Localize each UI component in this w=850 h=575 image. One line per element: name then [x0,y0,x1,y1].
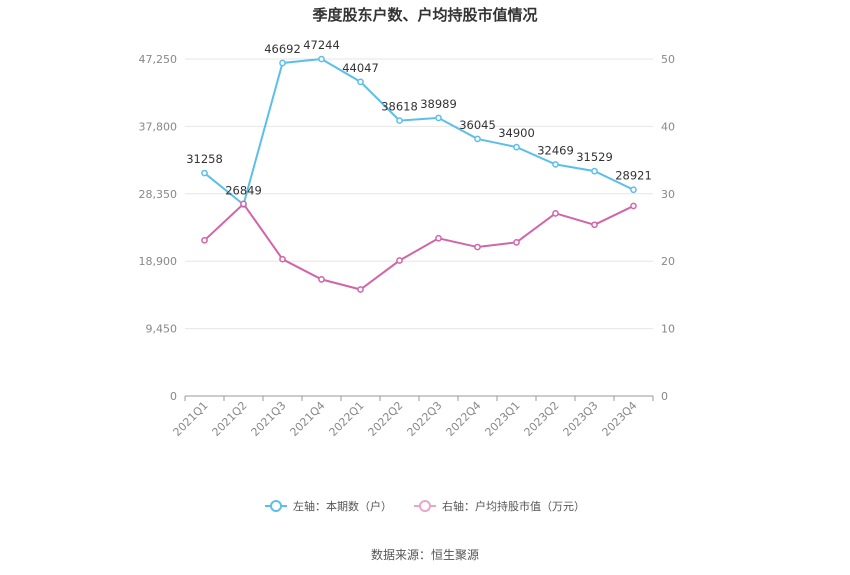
x-tick-label: 2021Q4 [288,399,328,439]
households-line [203,58,634,207]
data-label: 26849 [225,184,262,198]
households-point [513,143,520,151]
households-point [591,167,598,175]
x-tick-label: 2023Q3 [561,399,601,439]
households-point [318,55,325,63]
legend-label-avg-value: 右轴：户均持股市值（万元） [442,500,585,513]
data-label: 47244 [303,38,340,52]
x-tick-label: 2023Q4 [600,399,640,439]
y-left-tick-label: 9,450 [146,323,178,336]
avg-value-line [203,202,634,291]
data-label: 31529 [576,150,613,164]
legend-item-avg-value[interactable]: 右轴：户均持股市值（万元） [414,498,585,514]
avg-value-point [552,209,559,217]
x-tick-label: 2022Q4 [444,399,484,439]
y-left-tick-label: 47,250 [139,53,178,66]
households-point [201,169,208,177]
x-tick-label: 2022Q2 [366,399,406,439]
avg-value-point [240,200,247,208]
data-label: 28921 [615,169,652,183]
x-tick-label: 2021Q2 [210,399,250,439]
y-left-tick-label: 18,900 [139,255,178,268]
line-chart: 0 9,450 18,900 28,350 37,800 47,250 0 10 20 30 40 5… [139,38,676,439]
y-right-tick-label: 20 [661,255,675,268]
households-point [474,135,481,143]
households-point [435,114,442,122]
avg-value-point [279,255,286,263]
households-point [357,78,364,86]
source-note: 数据来源：恒生聚源 [370,548,479,562]
avg-value-point [435,234,442,242]
y-left-tick-label: 28,350 [139,188,178,201]
data-label: 31258 [186,152,223,166]
data-label: 38989 [420,97,457,111]
avg-value-point [513,238,520,246]
households-point [552,161,559,168]
avg-value-point [357,286,364,293]
households-point [630,186,637,194]
households-point [396,117,403,124]
legend-label-households: 左轴：本期数（户） [293,500,392,513]
avg-value-point [474,243,481,251]
avg-value-point [318,276,325,283]
avg-value-point [591,221,598,229]
legend: 左轴：本期数（户） 右轴：户均持股市值（万元） [0,498,850,514]
x-tick-label: 2022Q3 [405,399,445,439]
y-right-tick-label: 40 [661,120,675,133]
y-right-tick-label: 0 [661,390,668,403]
x-tick-label: 2023Q1 [483,399,523,439]
y-left-tick-label: 0 [170,390,177,403]
legend-marker-households [265,500,287,512]
data-label: 34900 [498,126,535,140]
legend-marker-avg-value [414,500,436,512]
data-label: 46692 [264,42,301,56]
data-label: 36045 [459,118,496,132]
avg-value-point [396,257,403,264]
x-tick-label: 2023Q2 [522,399,562,439]
households-point [279,59,286,67]
y-right-tick-label: 50 [661,53,675,66]
legend-item-households[interactable]: 左轴：本期数（户） [265,498,392,514]
x-tick-label: 2021Q1 [171,399,211,439]
data-label: 38618 [381,100,418,114]
chart-title: 季度股东户数、户均持股市值情况 [312,6,538,24]
data-label: 44047 [342,61,379,75]
y-left-tick-label: 37,800 [139,120,178,133]
x-tick-label: 2022Q1 [327,399,367,439]
x-tick-label: 2021Q3 [249,399,289,439]
y-right-tick-label: 10 [661,323,675,336]
y-right-tick-label: 30 [661,188,675,201]
data-label: 32469 [537,143,574,157]
avg-value-point [201,236,208,244]
avg-value-point [630,202,637,210]
